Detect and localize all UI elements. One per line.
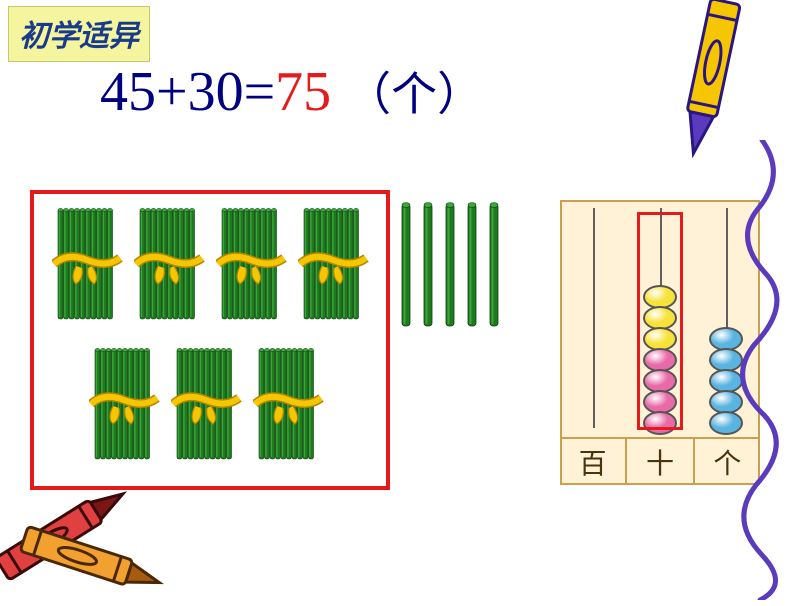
- abacus-label: 十: [627, 439, 694, 485]
- equation: 45+30=75 （个）: [100, 58, 483, 124]
- stick-bundle-icon: [298, 204, 372, 326]
- tens-highlight: [637, 212, 683, 430]
- abacus-rod: [593, 208, 595, 428]
- loose-sticks: [400, 200, 500, 330]
- abacus-labels: 百十个: [560, 437, 760, 485]
- squiggle-icon: [732, 140, 792, 600]
- stick-icon: [400, 200, 412, 330]
- bundle-row-1: [52, 204, 372, 326]
- stick-icon: [444, 200, 456, 330]
- abacus-label: 百: [560, 439, 627, 485]
- stick-bundle-icon: [89, 344, 163, 466]
- equation-lhs: 45+30=: [100, 61, 275, 123]
- equation-unit: （个）: [345, 69, 483, 120]
- bundles-box: [30, 190, 390, 490]
- stick-bundle-icon: [52, 204, 126, 326]
- crayons-bottom-left-icon: [0, 466, 175, 606]
- badge-text: 初学适异: [19, 20, 139, 53]
- stick-bundle-icon: [253, 344, 327, 466]
- stick-icon: [466, 200, 478, 330]
- equation-result: 75: [275, 61, 331, 123]
- section-badge: 初学适异: [8, 6, 150, 62]
- bundle-row-2: [89, 344, 327, 466]
- stick-bundle-icon: [134, 204, 208, 326]
- stick-icon: [488, 200, 500, 330]
- stick-icon: [422, 200, 434, 330]
- abacus: 百十个: [560, 200, 760, 485]
- stick-bundle-icon: [216, 204, 290, 326]
- stick-bundle-icon: [171, 344, 245, 466]
